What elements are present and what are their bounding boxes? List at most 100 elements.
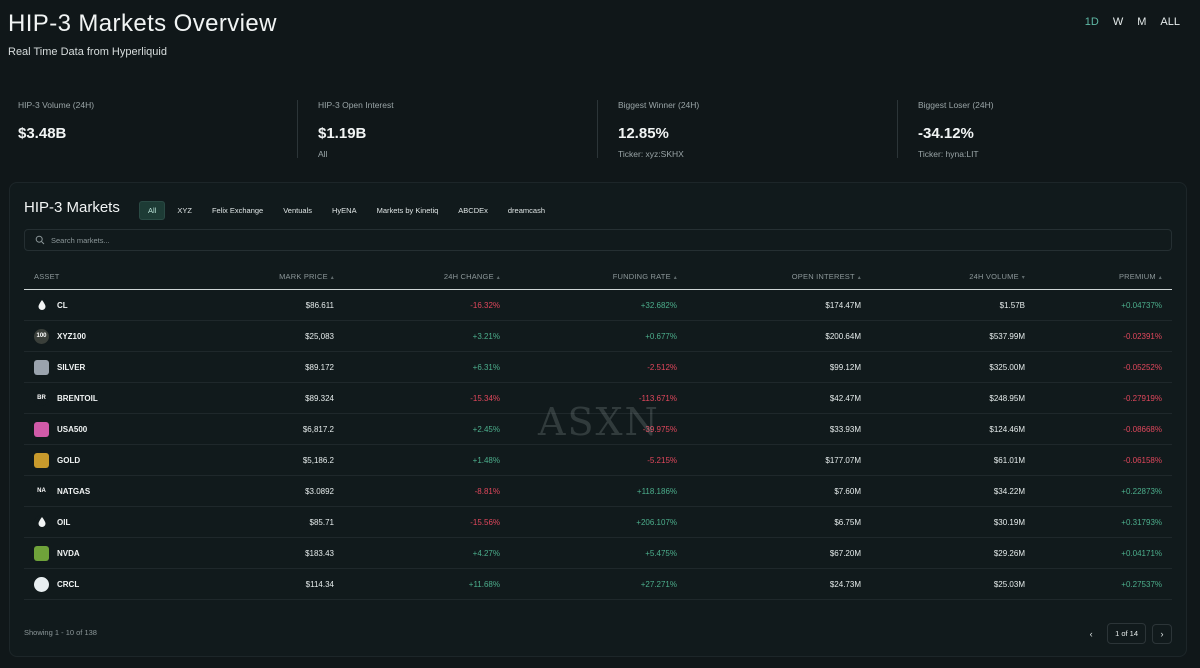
brentoil-badge-icon: BR: [34, 390, 49, 406]
filter-ventuals[interactable]: Ventuals: [283, 206, 312, 215]
col-open-interest[interactable]: OPEN INTEREST ▴: [791, 271, 861, 281]
funding-rate: +0.677%: [645, 331, 677, 341]
col-24h-volume[interactable]: 24H VOLUME ▾: [969, 271, 1025, 281]
asset-cell: 100 XYZ100: [24, 328, 204, 344]
table-row[interactable]: GOLD $5,186.2 +1.48% -5.215% $177.07M $61.01M…: [24, 445, 1172, 476]
stat-label: Biggest Loser (24H): [918, 100, 994, 110]
open-interest: $6.75M: [834, 517, 861, 527]
table-row[interactable]: BR BRENTOIL $89.324 -15.34% -113.671% $42.47M…: [24, 383, 1172, 414]
asset-name: CL: [57, 300, 68, 310]
table-row[interactable]: CL $86.611 -16.32% +32.682% $174.47M $1.57B +0…: [24, 290, 1172, 321]
filter-abcdex[interactable]: ABCDEx: [458, 206, 488, 215]
premium: +0.31793%: [1121, 517, 1162, 527]
premium: -0.06158%: [1123, 455, 1162, 465]
markets-table: ASSET MARK PRICE ▴ 24H CHANGE ▴ FUNDING RA…: [24, 263, 1172, 600]
timeframe-all[interactable]: ALL: [1160, 16, 1180, 28]
prev-page-button[interactable]: ‹: [1081, 624, 1101, 644]
asset-name: USA500: [57, 424, 88, 434]
table-row[interactable]: 100 XYZ100 $25,083 +3.21% +0.677% $200.64M $53…: [24, 321, 1172, 352]
premium: -0.08668%: [1123, 424, 1162, 434]
volume-24h: $29.26M: [993, 548, 1025, 558]
change-24h: -16.32%: [470, 300, 500, 310]
timeframe-selector: 1D W M ALL: [1085, 16, 1180, 28]
filter-all[interactable]: All: [139, 201, 166, 220]
exchange-filters: All XYZ Felix Exchange Ventuals HyENA Markets…: [139, 201, 553, 220]
volume-24h: $34.22M: [993, 486, 1025, 496]
open-interest: $67.20M: [829, 548, 861, 558]
mark-price: $6,817.2: [302, 424, 334, 434]
stat-sub: All: [318, 149, 328, 159]
mark-price: $89.172: [305, 362, 334, 372]
mark-price: $85.71: [309, 517, 334, 527]
col-24h-change[interactable]: 24H CHANGE ▴: [443, 271, 500, 281]
timeframe-w[interactable]: W: [1112, 16, 1124, 28]
filter-hyena[interactable]: HyENA: [332, 206, 357, 215]
asset-cell: GOLD: [24, 452, 204, 468]
open-interest: $177.07M: [825, 455, 861, 465]
asset-cell: USA500: [24, 421, 204, 437]
droplet-icon: [34, 514, 49, 530]
natgas-badge-icon: NA: [34, 483, 49, 499]
col-mark-price[interactable]: MARK PRICE ▴: [279, 271, 334, 281]
funding-rate: +206.107%: [636, 517, 677, 527]
mark-price: $3.0892: [305, 486, 334, 496]
premium: +0.22873%: [1121, 486, 1162, 496]
page-header: HIP-3 Markets Overview Real Time Data fr…: [8, 10, 277, 58]
filter-xyz[interactable]: XYZ: [177, 206, 192, 215]
silver-coin-icon: [34, 359, 49, 375]
col-premium[interactable]: PREMIUM ▴: [1118, 271, 1162, 281]
premium: +0.04737%: [1121, 300, 1162, 310]
change-24h: +11.68%: [468, 579, 500, 589]
table-row[interactable]: OIL $85.71 -15.56% +206.107% $6.75M $30.19M +0…: [24, 507, 1172, 538]
change-24h: -15.56%: [470, 517, 500, 527]
volume-24h: $248.95M: [989, 393, 1025, 403]
change-24h: +1.48%: [472, 455, 500, 465]
gold-coin-icon: [34, 452, 49, 468]
premium: -0.05252%: [1123, 362, 1162, 372]
mark-price: $183.43: [305, 548, 334, 558]
table-row[interactable]: NVDA $183.43 +4.27% +5.475% $67.20M $29.26M +0…: [24, 538, 1172, 569]
open-interest: $7.60M: [834, 486, 861, 496]
sort-icon: ▴: [1158, 274, 1162, 281]
premium: -0.27919%: [1123, 393, 1162, 403]
asset-name: NVDA: [57, 548, 80, 558]
asset-cell: NVDA: [24, 545, 204, 561]
col-funding-rate[interactable]: FUNDING RATE ▴: [612, 271, 677, 281]
table-row[interactable]: CRCL $114.34 +11.68% +27.271% $24.73M $25.03M…: [24, 569, 1172, 600]
asset-name: SILVER: [57, 362, 86, 372]
stat-value: $3.48B: [18, 125, 67, 142]
change-24h: +4.27%: [472, 548, 500, 558]
funding-rate: -113.671%: [638, 393, 677, 403]
stat-card: Biggest Winner (24H) 12.85% Ticker: xyz:SK…: [597, 100, 900, 159]
showing-count: Showing 1 - 10 of 138: [24, 628, 97, 637]
volume-24h: $30.19M: [993, 517, 1025, 527]
crcl-logo-icon: [34, 576, 49, 592]
change-24h: -15.34%: [470, 393, 500, 403]
usa500-badge-icon: [34, 421, 49, 437]
stat-label: HIP-3 Open Interest: [318, 100, 394, 110]
open-interest: $200.64M: [825, 331, 861, 341]
table-row[interactable]: SILVER $89.172 +6.31% -2.512% $99.12M $325.00…: [24, 352, 1172, 383]
filter-markets-by-kinetiq[interactable]: Markets by Kinetiq: [376, 206, 439, 215]
timeframe-1d[interactable]: 1D: [1084, 16, 1099, 28]
sort-icon: ▴: [857, 274, 861, 281]
filter-dreamcash[interactable]: dreamcash: [507, 206, 545, 215]
filter-felix-exchange[interactable]: Felix Exchange: [211, 206, 264, 215]
col-asset[interactable]: ASSET: [34, 271, 60, 281]
change-24h: +3.21%: [472, 331, 500, 341]
search-input[interactable]: [51, 235, 1171, 245]
asset-cell: NA NATGAS: [24, 483, 204, 499]
timeframe-m[interactable]: M: [1137, 16, 1147, 28]
change-24h: +6.31%: [472, 362, 500, 372]
table-row[interactable]: NA NATGAS $3.0892 -8.81% +118.186% $7.60M $34.…: [24, 476, 1172, 507]
asset-cell: OIL: [24, 514, 204, 530]
asset-cell: BR BRENTOIL: [24, 390, 204, 406]
mark-price: $25,083: [305, 331, 334, 341]
table-header: ASSET MARK PRICE ▴ 24H CHANGE ▴ FUNDING RA…: [24, 263, 1172, 290]
next-page-button[interactable]: ›: [1152, 623, 1172, 644]
search-icon: [35, 235, 45, 245]
funding-rate: +118.186%: [636, 486, 677, 496]
table-row[interactable]: USA500 $6,817.2 +2.45% -39.975% $33.93M $124.…: [24, 414, 1172, 445]
stat-value: -34.12%: [918, 125, 974, 142]
mark-price: $5,186.2: [302, 455, 334, 465]
